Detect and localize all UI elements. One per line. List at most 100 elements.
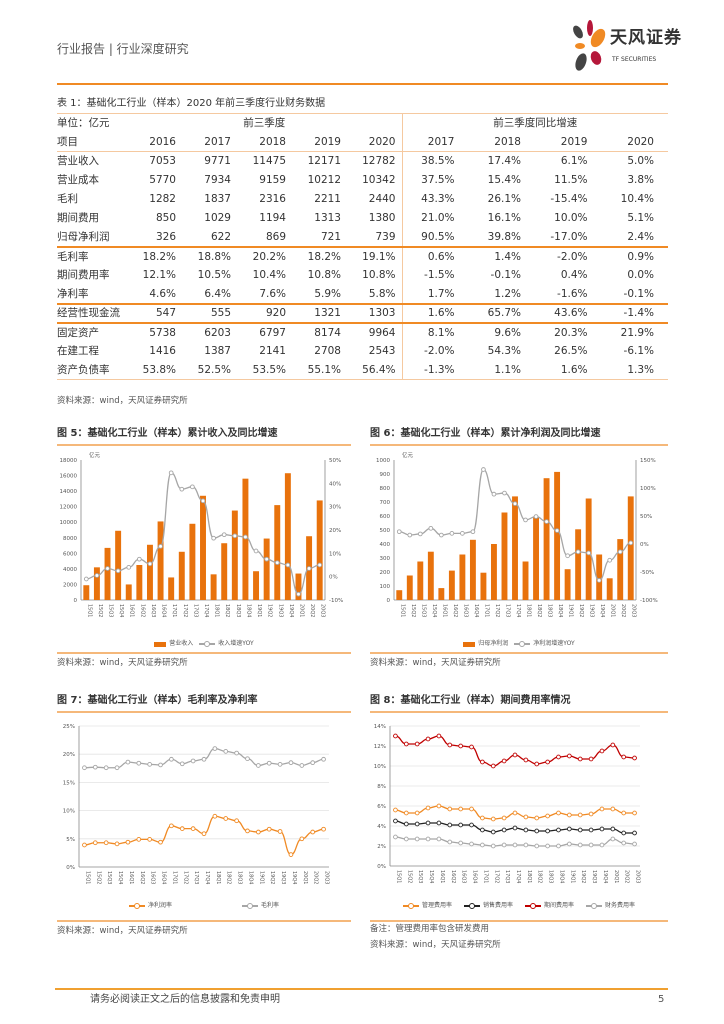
bar [316,500,323,600]
data-point [277,829,283,834]
y-tick-label: 16000 [60,474,78,480]
x-tick-label: 15Q3 [106,871,112,884]
fig8-title: 图 8：基础化工行业（样本）期间费用率情况 [370,695,571,706]
footer-divider [55,988,668,990]
bar [617,539,624,600]
x-tick-label: 19Q3 [280,871,286,884]
data-point [566,841,572,847]
fig7-legend: 净利润率 毛利率 [57,902,351,910]
y-tick-label: 4000 [63,567,77,573]
y-tick-label: 6% [377,804,386,810]
data-point [169,756,174,762]
line-swatch-icon [128,903,145,909]
x-tick-label: 16Q2 [139,871,145,884]
data-point [523,814,529,820]
x-tick-label: 17Q2 [493,870,499,883]
data-point [458,806,464,812]
x-tick-label: 17Q3 [504,604,510,617]
cell-growth: -17.0% [550,230,588,243]
data-point [621,810,627,816]
data-point [211,535,216,541]
column-header-growth-year: 2018 [468,132,535,152]
y-tick-label: 10% [63,809,75,815]
cell-value: 12782 [362,155,396,168]
fig8-note: 备注：管理费用率包含研发费用 [370,924,490,934]
data-point [588,827,594,833]
y-tick-label: 0 [387,598,391,604]
bar [200,495,206,600]
y-tick-label: 18000 [60,458,78,464]
cell-growth: 11.5% [554,174,588,186]
unit-label: 亿元 [89,451,101,459]
data-point [502,490,507,496]
cell-value: 1416 [149,345,176,357]
x-tick-label: 17Q4 [515,604,521,617]
report-breadcrumb: 行业报告 | 行业深度研究 [57,42,189,56]
x-tick-label: 17Q4 [204,871,210,884]
data-point [223,749,229,754]
y-tick-label: 4% [377,824,386,830]
data-point [556,827,561,833]
cell-value: 9771 [204,155,231,168]
data-point [245,828,250,834]
data-point [274,560,280,566]
x-tick-label: 18Q4 [557,604,563,617]
x-tick-label: 19Q2 [578,604,584,617]
data-point [125,759,131,765]
bar [284,473,291,600]
x-tick-label: 18Q3 [548,870,554,883]
data-point [554,528,560,533]
bar [221,543,228,600]
column-header-year: 2016 [127,132,182,152]
cell-growth: -0.1% [623,287,654,300]
data-point [82,765,87,771]
header-divider [57,83,668,85]
footer-disclaimer: 请务必阅读正文之后的信息披露和免责申明 [90,994,280,1005]
data-point [534,843,540,849]
cell-value: 5.9% [314,287,341,300]
cell-value: 5.8% [368,287,396,300]
x-tick-label: 17Q2 [182,871,188,884]
cell-value: 1837 [204,193,231,205]
y2-tick-label: 0% [640,542,649,548]
data-point [632,841,637,847]
fig7-source: 资料来源：wind，天风证券研究所 [57,926,188,936]
data-point [243,534,248,540]
y-tick-label: 2000 [63,582,77,588]
cell-growth: 17.4% [487,155,521,168]
cell-value: 9964 [347,321,402,342]
cell-value: 2141 [259,345,286,357]
table-row: 固定资产 5738 6203 6797 8174 9964 8.1% 9.6% 20.3% 21.… [57,321,668,342]
y-tick-label: 600 [380,514,391,520]
y-tick-label: 200 [380,570,391,576]
x-tick-label: 19Q2 [267,604,273,617]
data-point [396,529,402,535]
table-title: 表 1：基础化工行业（样本）2020 年前三季度行业财务数据 [57,98,326,109]
data-point [168,470,174,476]
cell-value: 6.4% [204,287,231,300]
data-point [425,820,431,826]
data-point [575,549,581,555]
data-point [480,827,485,833]
cell-value: 8174 [292,321,347,342]
data-point [632,755,637,761]
cell-value: 52.5% [182,360,237,380]
x-tick-label: 17Q3 [192,604,198,617]
data-point [490,829,496,835]
cell-value: 547 [127,302,182,323]
cell-value: 10.8% [307,269,341,281]
cell-growth: -2.0% [535,245,602,266]
y-tick-label: 500 [380,528,391,534]
row-label: 期间费用 [57,212,99,224]
cell-growth: 54.3% [487,345,521,357]
line-swatch-icon [525,903,541,909]
group-header-growth: 前三季度同比增速 [401,113,668,133]
data-point [469,744,474,750]
cell-value: 1282 [149,193,176,205]
fig7-title: 图 7：基础化工行业（样本）毛利率及净利率 [57,695,258,706]
x-tick-label: 19Q4 [291,871,297,884]
y-tick-label: 5% [66,837,75,843]
data-point [407,532,413,538]
bar [585,498,592,600]
data-point [469,822,474,828]
